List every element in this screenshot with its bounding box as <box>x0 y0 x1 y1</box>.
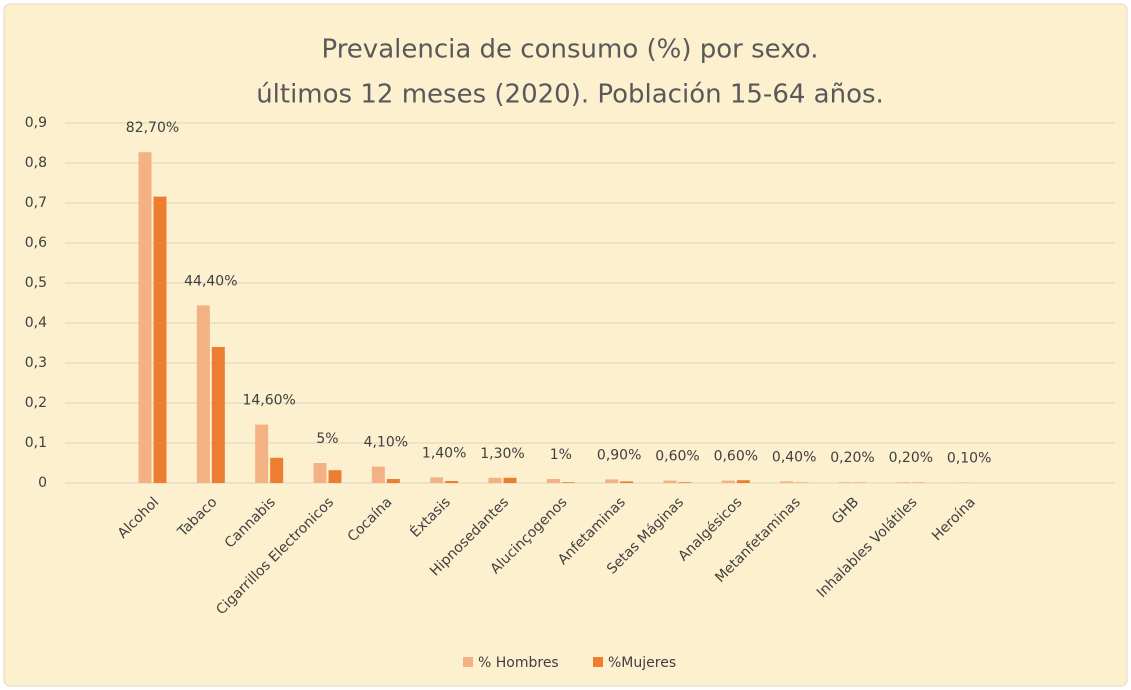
legend-label: %Mujeres <box>608 655 676 671</box>
chart-background <box>3 3 1128 687</box>
y-tick-label: 0,6 <box>25 235 47 251</box>
bar <box>153 196 167 483</box>
data-label: 0,40% <box>772 449 816 465</box>
bar <box>838 482 852 483</box>
y-tick-label: 0,7 <box>25 195 47 211</box>
bar <box>896 482 910 483</box>
bar <box>270 457 284 483</box>
bar <box>546 479 560 483</box>
bar <box>386 479 400 483</box>
y-tick-label: 0,3 <box>25 355 47 371</box>
data-label: 0,20% <box>830 450 874 466</box>
bar <box>371 466 385 483</box>
data-label: 44,40% <box>184 273 237 289</box>
data-label: 0,20% <box>889 450 933 466</box>
bar <box>196 305 210 483</box>
data-label: 0,60% <box>655 449 699 465</box>
y-tick-label: 0,1 <box>25 435 47 451</box>
bar <box>255 424 269 483</box>
y-tick-label: 0,2 <box>25 395 47 411</box>
bar <box>605 479 619 483</box>
y-tick-label: 0,5 <box>25 275 47 291</box>
y-tick-label: 0,9 <box>25 115 47 131</box>
data-label: 1% <box>550 447 572 463</box>
legend-swatch <box>593 657 603 667</box>
bar <box>561 482 575 483</box>
bar <box>663 480 677 483</box>
bar <box>736 480 750 483</box>
chart-title: Prevalencia de consumo (%) por sexo. <box>321 35 818 65</box>
data-label: 5% <box>316 431 338 447</box>
data-label: 14,60% <box>242 393 295 409</box>
data-label: 1,40% <box>422 445 466 461</box>
data-label: 1,30% <box>480 446 524 462</box>
data-label: 4,10% <box>364 435 408 451</box>
bar <box>328 470 342 483</box>
bar <box>138 152 152 483</box>
data-label: 0,10% <box>947 451 991 467</box>
bar <box>721 480 735 483</box>
bar <box>678 482 692 483</box>
chart-subtitle: últimos 12 meses (2020). Población 15-64… <box>256 80 884 110</box>
bar <box>313 463 327 483</box>
y-tick-label: 0,8 <box>25 155 47 171</box>
bar <box>503 477 517 483</box>
bar <box>780 481 794 483</box>
y-tick-label: 0,4 <box>25 315 47 331</box>
bar <box>620 481 634 483</box>
bar <box>211 347 225 483</box>
data-label: 0,60% <box>714 449 758 465</box>
y-tick-label: 0 <box>38 475 47 491</box>
bar <box>445 481 459 483</box>
legend-swatch <box>463 657 473 667</box>
data-label: 0,90% <box>597 447 641 463</box>
data-label: 82,70% <box>126 120 179 136</box>
legend-label: % Hombres <box>478 655 559 671</box>
bar <box>488 477 502 483</box>
bar <box>430 477 444 483</box>
